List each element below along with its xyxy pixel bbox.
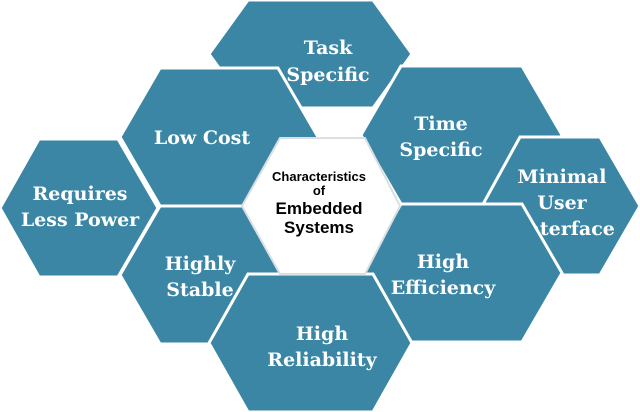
hex-minimal-user-interface-label-line2: User — [537, 192, 587, 214]
hex-requires-less-power: Requires Less Power — [0, 137, 160, 279]
hex-requires-less-power-label-line1: Requires — [33, 183, 128, 205]
hex-highly-stable-label-line1: Highly — [165, 253, 236, 275]
hex-high-reliability: High Reliability — [207, 272, 414, 412]
center-hexagon: Characteristics of Embedded Systems — [240, 137, 402, 275]
center-title-line4: Systems — [284, 218, 354, 237]
hex-task-specific-label-line2: Specific — [286, 64, 369, 86]
center-title-line2: of — [313, 183, 326, 198]
center-hexagon-shape — [240, 137, 402, 275]
hex-high-reliability-label-line1: High — [296, 323, 348, 345]
hex-task-specific-label-line1: Task — [304, 37, 353, 59]
hex-high-reliability-shape — [207, 272, 414, 412]
hex-highly-stable-label-line2: Stable — [166, 279, 233, 301]
center-title-line1: Characteristics — [272, 169, 366, 184]
hex-minimal-user-interface-label-line3: Interface — [517, 218, 615, 240]
hex-time-specific-label-line1: Time — [414, 113, 468, 135]
hex-low-cost-label: Low Cost — [154, 127, 250, 149]
center-title-line3: Embedded — [276, 199, 363, 218]
hex-requires-less-power-shape — [0, 137, 160, 279]
hex-requires-less-power-label-line2: Less Power — [21, 209, 140, 231]
hex-time-specific-label-line2: Specific — [399, 139, 482, 161]
hex-high-efficiency-label-line2: Efficiency — [391, 277, 497, 299]
hex-minimal-user-interface-label-line1: Minimal — [518, 166, 607, 188]
hex-high-reliability-label-line2: Reliability — [267, 349, 377, 371]
hex-high-efficiency-label-line1: High — [417, 251, 469, 273]
